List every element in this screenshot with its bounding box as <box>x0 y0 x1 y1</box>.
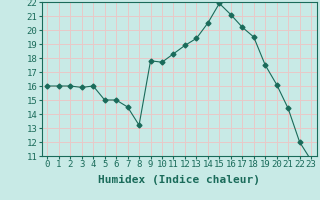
X-axis label: Humidex (Indice chaleur): Humidex (Indice chaleur) <box>98 175 260 185</box>
